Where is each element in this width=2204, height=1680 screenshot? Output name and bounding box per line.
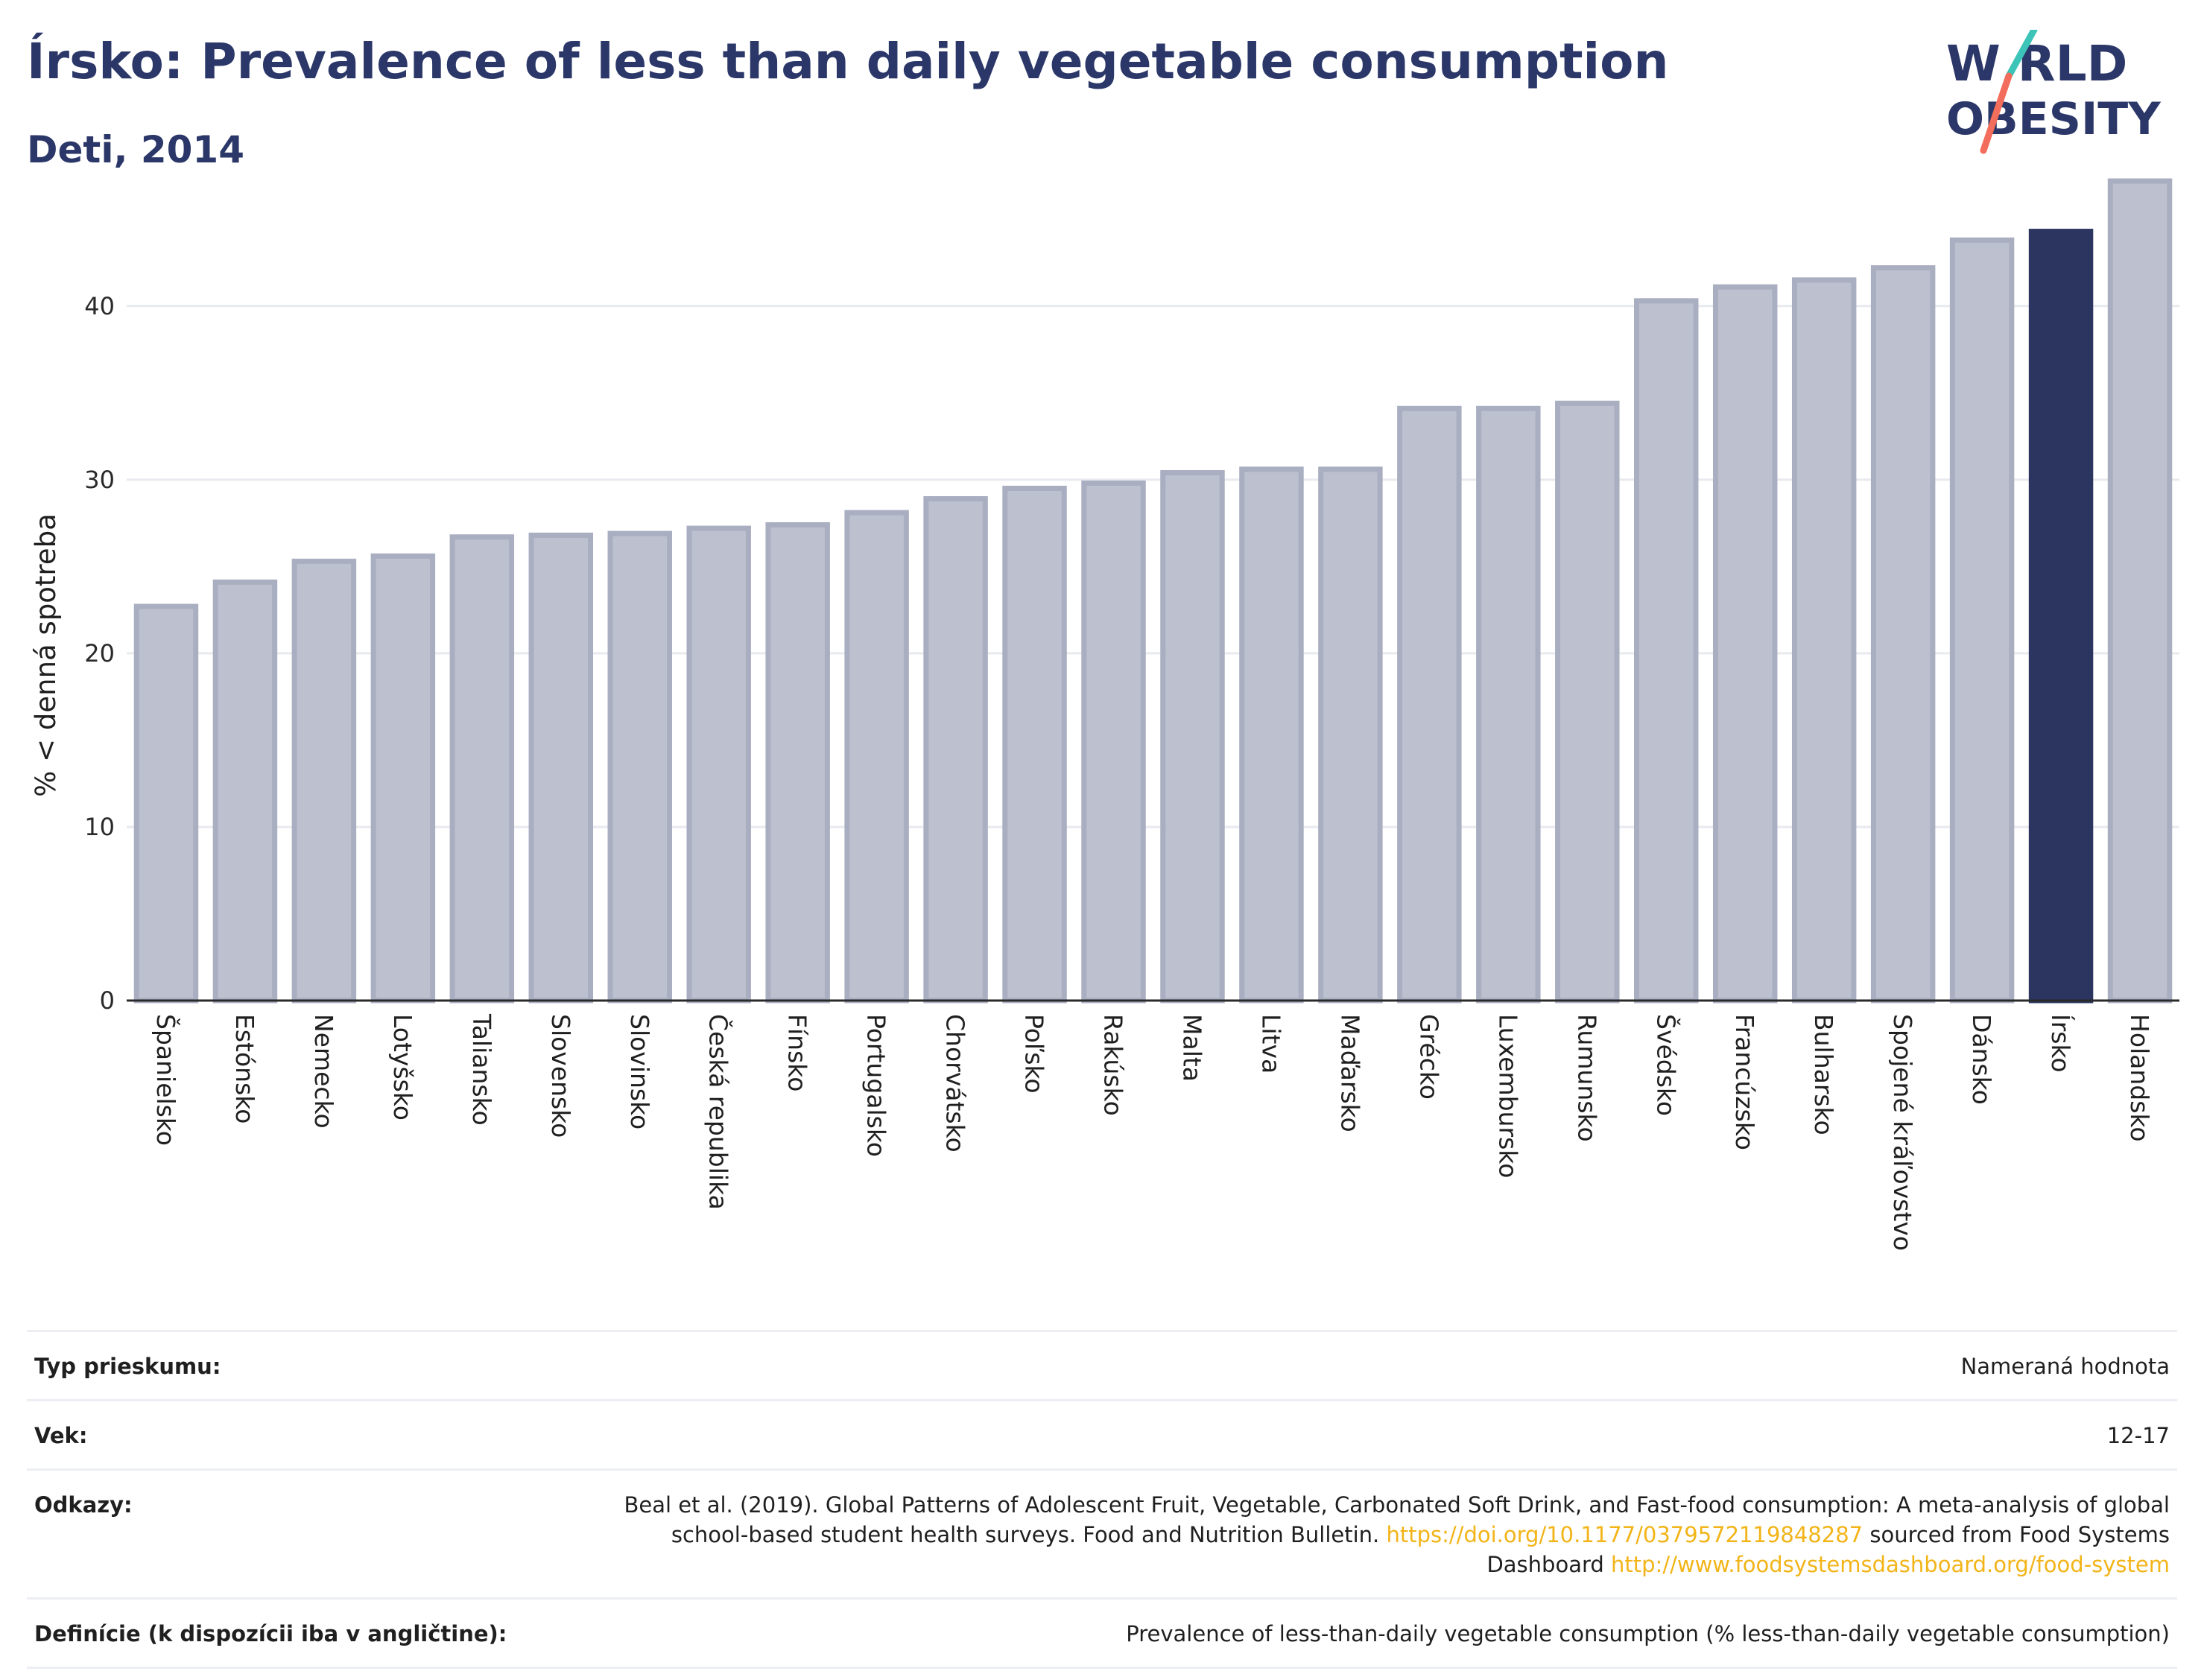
x-tick-label: Rakúsko: [1099, 1014, 1128, 1116]
info-value-references: Beal et al. (2019). Global Patterns of A…: [608, 1468, 2177, 1599]
x-tick-label: Slovinsko: [625, 1014, 654, 1129]
logo-line1: W RLD: [1946, 35, 2127, 92]
world-obesity-logo: W RLD OBESITY: [1946, 30, 2162, 154]
bar-Poľsko[interactable]: [1002, 485, 1067, 1004]
bar-Španielsko[interactable]: [133, 603, 199, 1004]
bar-Taliansko[interactable]: [449, 534, 515, 1004]
bar-Švédsko[interactable]: [1634, 298, 1699, 1004]
logo-line2: OBESITY: [1946, 93, 2162, 145]
info-table: Typ prieskumu: Nameraná hodnota Vek: 12-…: [27, 1330, 2177, 1669]
info-row-survey-type: Typ prieskumu: Nameraná hodnota: [27, 1330, 2177, 1401]
bar-Dánsko[interactable]: [1949, 237, 2015, 1004]
info-value: Nameraná hodnota: [608, 1330, 2177, 1401]
bar-Írsko[interactable]: [2028, 229, 2094, 1004]
x-tick-label: Dánsko: [1967, 1014, 1996, 1105]
x-tick-label: Spojené kráľovstvo: [1888, 1014, 1917, 1251]
info-key: Definície (k dispozícii iba v angličtine…: [27, 1597, 608, 1669]
x-tick-label: Švédsko: [1651, 1014, 1681, 1116]
x-tick-label: Nemecko: [309, 1014, 338, 1129]
x-tick-label: Luxembursko: [1493, 1014, 1522, 1178]
x-tick-label: Česká republika: [704, 1014, 734, 1210]
bar-chart: 0 10 20 30 40 Španielsko Estónsko Nemecko Lotyš…: [30, 178, 2179, 1251]
x-axis-labels: Španielsko Estónsko Nemecko Lotyšsko Talians…: [151, 1013, 2154, 1251]
y-axis-label: % < denná spotreba: [30, 513, 62, 797]
bar-Grécko[interactable]: [1397, 405, 1462, 1004]
x-tick-label: Maďarsko: [1335, 1014, 1364, 1132]
x-tick-label: Lotyšsko: [388, 1014, 417, 1120]
x-tick-label: Taliansko: [467, 1013, 496, 1126]
x-tick-label: Chorvátsko: [941, 1014, 970, 1153]
y-tick-label: 0: [100, 986, 115, 1015]
info-row-definitions: Definície (k dispozícii iba v angličtine…: [27, 1597, 2177, 1669]
x-tick-label: Bulharsko: [1809, 1014, 1838, 1135]
x-tick-label: Poľsko: [1020, 1014, 1049, 1094]
reference-text: Beal et al. (2019). Global Patterns of A…: [624, 1492, 2170, 1547]
info-key: Typ prieskumu:: [27, 1330, 608, 1401]
x-tick-label: Holandsko: [2125, 1014, 2154, 1142]
bar-Fínsko[interactable]: [765, 522, 830, 1004]
y-tick-label: 30: [84, 466, 115, 494]
y-tick-label: 10: [84, 813, 115, 841]
x-tick-label: Írsko: [2046, 1014, 2076, 1073]
chart-title: Írsko: Prevalence of less than daily veg…: [27, 33, 1669, 90]
bar-Portugalsko[interactable]: [844, 510, 909, 1004]
x-tick-label: Rumunsko: [1572, 1014, 1601, 1142]
info-row-age: Vek: 12-17: [27, 1399, 2177, 1470]
bar-Malta[interactable]: [1160, 470, 1225, 1004]
y-tick-label: 40: [84, 292, 115, 320]
logo-slash-teal: [2005, 30, 2038, 80]
chart-subtitle: Deti, 2014: [27, 128, 245, 171]
x-tick-label: Fínsko: [783, 1014, 812, 1091]
y-axis-ticks: 0 10 20 30 40: [84, 292, 115, 1015]
info-key: Vek:: [27, 1399, 608, 1470]
bar-Spojené kráľovstvo[interactable]: [1870, 265, 1936, 1004]
info-key: Odkazy:: [27, 1468, 608, 1599]
x-tick-label: Malta: [1177, 1014, 1206, 1082]
x-tick-label: Slovensko: [546, 1014, 575, 1138]
info-value: 12-17: [608, 1399, 2177, 1470]
bar-Slovinsko[interactable]: [607, 530, 672, 1004]
bar-Bulharsko[interactable]: [1791, 277, 1857, 1004]
x-tick-label: Španielsko: [151, 1014, 181, 1146]
x-tick-label: Grécko: [1414, 1014, 1443, 1100]
bar-Luxembursko[interactable]: [1476, 405, 1541, 1004]
reference-middle-text: sourced from Food Systems Dashboard: [1486, 1522, 2170, 1577]
bar-Slovensko[interactable]: [528, 532, 594, 1004]
x-tick-label: Portugalsko: [862, 1014, 891, 1157]
x-tick-label: Estónsko: [230, 1014, 259, 1123]
info-row-references: Odkazy: Beal et al. (2019). Global Patte…: [27, 1468, 2177, 1599]
x-tick-label: Litva: [1256, 1014, 1285, 1074]
bar-Rakúsko[interactable]: [1081, 481, 1146, 1004]
bar-Rumunsko[interactable]: [1555, 400, 1620, 1004]
bar-Lotyšsko[interactable]: [370, 553, 436, 1004]
bar-Francúzsko[interactable]: [1712, 284, 1778, 1004]
bar-Holandsko[interactable]: [2107, 178, 2173, 1004]
dashboard-link[interactable]: http://www.foodsystemsdashboard.org/food…: [1611, 1552, 2170, 1577]
bar-Litva[interactable]: [1239, 466, 1304, 1004]
bars: [133, 178, 2173, 1004]
bar-Nemecko[interactable]: [291, 558, 357, 1004]
logo-slash-coral: [1980, 72, 2013, 154]
x-tick-label: Francúzsko: [1730, 1014, 1759, 1150]
y-tick-label: 20: [84, 639, 115, 668]
doi-link[interactable]: https://doi.org/10.1177/0379572119848287: [1386, 1522, 1863, 1547]
bar-Česká republika[interactable]: [686, 525, 751, 1004]
bar-Maďarsko[interactable]: [1318, 466, 1383, 1004]
bar-Chorvátsko[interactable]: [923, 495, 988, 1004]
bar-Estónsko[interactable]: [212, 579, 278, 1004]
info-value: Prevalence of less-than-daily vegetable …: [608, 1597, 2177, 1669]
